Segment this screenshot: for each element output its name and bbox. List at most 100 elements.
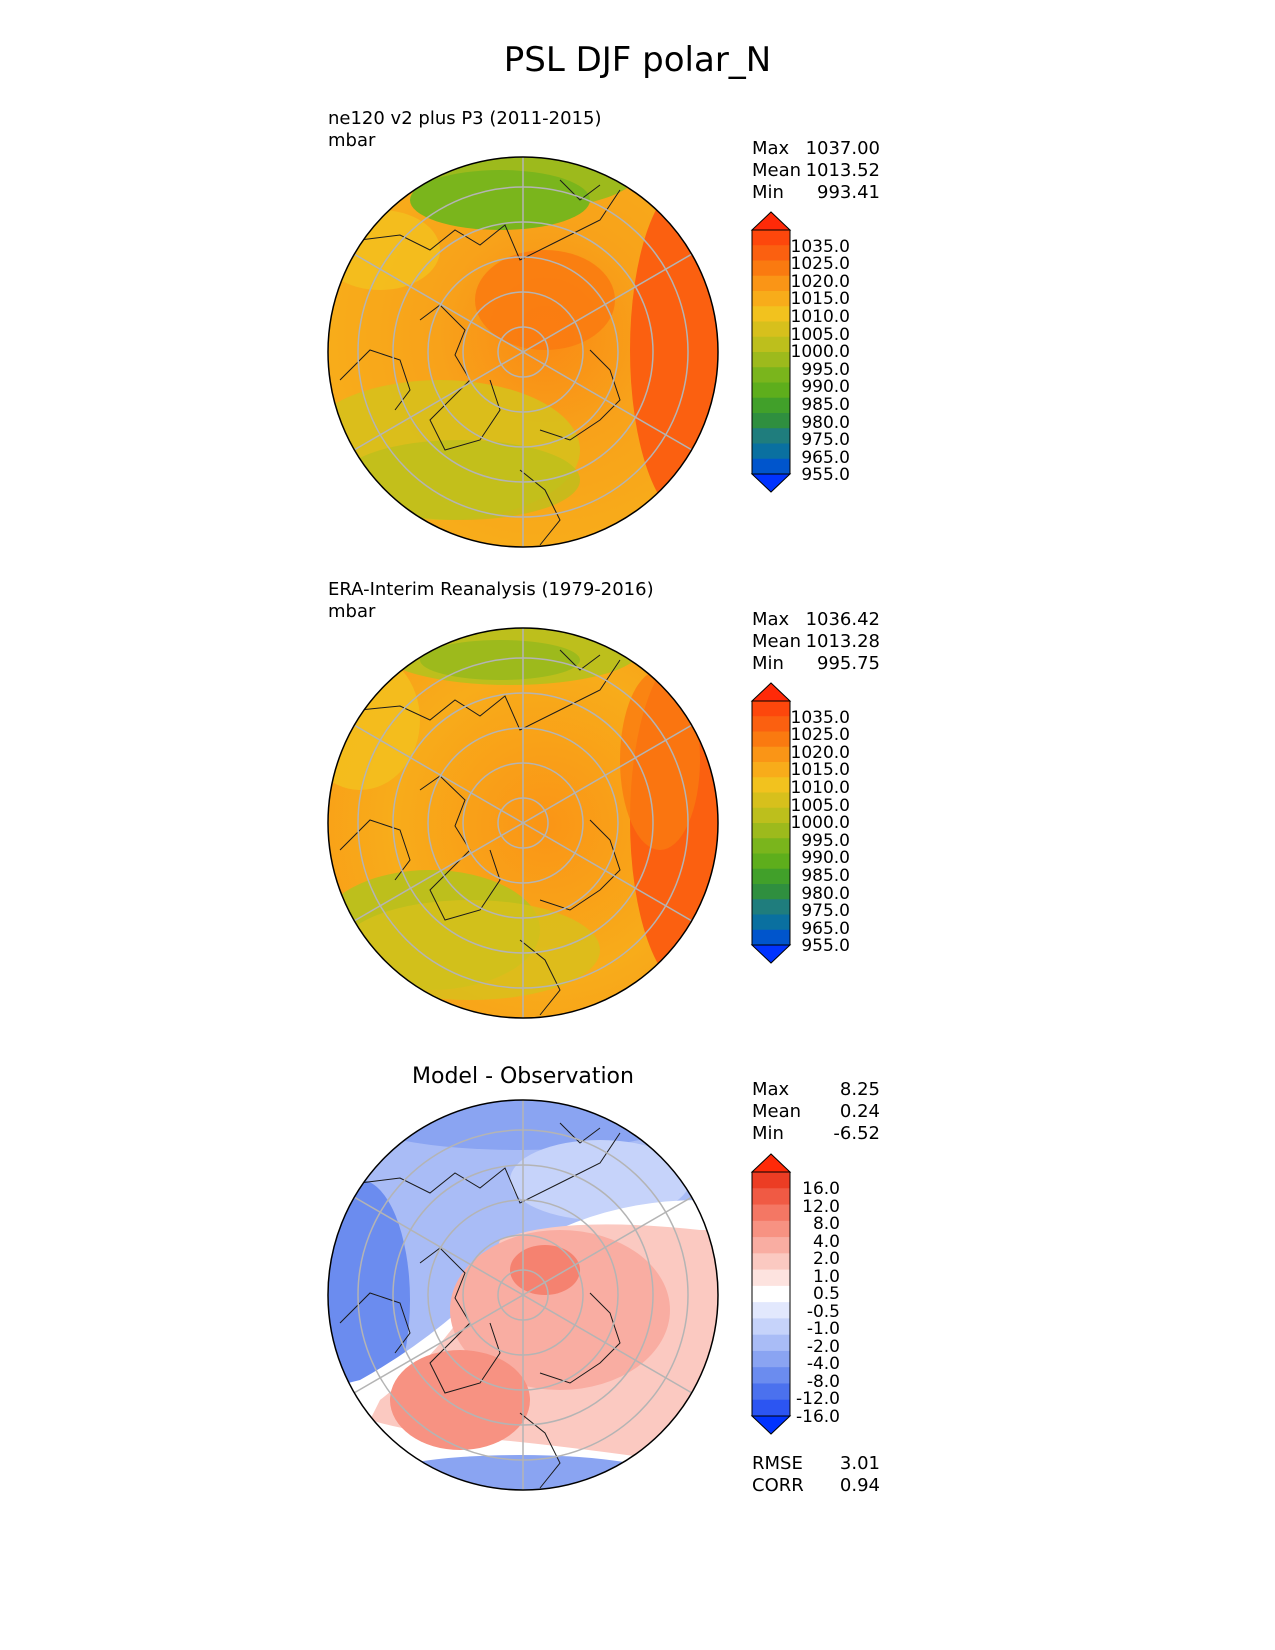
colorbar-tick-label: 1.0 <box>812 1266 840 1287</box>
colorbar-band <box>752 1172 790 1189</box>
colorbar-band <box>752 321 790 338</box>
colorbar-band <box>752 1253 790 1271</box>
colorbar-tick-label: 1035.0 <box>790 707 850 728</box>
colorbar-tick-label: 955.0 <box>801 465 850 486</box>
colorbar-max-extension <box>750 211 792 231</box>
field-neg-northeast <box>510 1140 690 1220</box>
field-low-north-core <box>410 170 590 230</box>
colorbar-tick-label: 0.5 <box>812 1284 840 1305</box>
colorbar-outline <box>751 229 791 475</box>
metric-label: RMSE <box>752 1453 803 1474</box>
colorbar-tick-label: 1020.0 <box>790 271 850 292</box>
colorbar-band <box>752 428 790 444</box>
colorbar-tick-label: 1025.0 <box>790 725 850 746</box>
colorbar-band <box>752 1302 790 1319</box>
colorbar-band <box>752 807 790 824</box>
panel2-colorbar <box>750 682 792 964</box>
stat-value: 1036.42 <box>805 609 880 630</box>
colorbar-band <box>752 306 790 322</box>
colorbar-tick-label: 1005.0 <box>790 795 850 816</box>
colorbar-band <box>752 1399 790 1417</box>
colorbar-band <box>752 762 790 778</box>
difference-map <box>327 1099 719 1491</box>
colorbar-tick-label: 975.0 <box>801 901 850 922</box>
field-neg-north <box>360 1100 680 1150</box>
colorbar-tick-label: 1010.0 <box>790 307 850 327</box>
colorbar-band <box>752 914 790 931</box>
stat-value: 995.75 <box>817 653 880 674</box>
colorbar-tick-label: 955.0 <box>801 936 850 957</box>
colorbar-band <box>752 1204 790 1222</box>
colorbar-min-extension <box>750 473 792 493</box>
colorbar-band <box>752 701 790 717</box>
panel1-units: mbar <box>328 130 376 151</box>
colorbar-band <box>752 275 790 292</box>
stat-value: 8.25 <box>839 1079 880 1100</box>
colorbar-tick-label: 990.0 <box>801 848 850 869</box>
colorbar-band <box>752 1318 790 1336</box>
colorbar-tick-label: 965.0 <box>801 447 850 468</box>
colorbar-band <box>752 853 790 870</box>
coastlines <box>339 179 621 546</box>
graticule <box>353 1100 693 1490</box>
colorbar-band <box>752 443 790 460</box>
colorbar-band <box>752 458 790 475</box>
field-neg-south <box>370 1455 670 1490</box>
colorbar-band <box>752 1367 790 1384</box>
colorbar-band <box>752 413 790 429</box>
panel2-units: mbar <box>328 601 376 622</box>
colorbar-tick-label: -4.0 <box>806 1354 840 1375</box>
colorbar-band <box>752 884 790 900</box>
colorbar-tick-label: 12.0 <box>802 1196 840 1217</box>
stat-label: Mean <box>752 160 802 181</box>
colorbar-band <box>752 291 790 307</box>
colorbar-tick-label: 16.0 <box>802 1179 840 1200</box>
colorbar-band <box>752 1269 790 1287</box>
panel3-metrics: RMSE 3.01 CORR 0.94 <box>752 1453 880 1497</box>
colorbar-tick-label: 8.0 <box>812 1214 840 1235</box>
colorbar-band <box>752 230 790 246</box>
colorbar-tick-label: 985.0 <box>801 394 850 415</box>
model-map <box>327 156 719 548</box>
colorbar-tick-label: 995.0 <box>801 830 850 851</box>
colorbar-max-extension <box>750 682 792 702</box>
colorbar-tick-label: 1000.0 <box>790 342 850 363</box>
map-border <box>327 627 719 1019</box>
colorbar-tick-label: -1.0 <box>806 1319 840 1340</box>
colorbar-band <box>752 1334 790 1352</box>
metric-label: CORR <box>752 1475 804 1496</box>
field-low-south-core <box>340 440 580 520</box>
field-pos-south <box>390 1350 530 1450</box>
panel3-stats: Max 8.25 Mean 0.24 Min -6.52 <box>752 1079 880 1145</box>
colorbar-band <box>752 1285 790 1303</box>
colorbar-tick-label: 1010.0 <box>790 778 850 798</box>
map-border <box>327 1099 719 1491</box>
stat-label: Max <box>752 1079 790 1100</box>
colorbar-tick-label: 1000.0 <box>790 813 850 834</box>
colorbar-band <box>752 899 790 915</box>
colorbar-band <box>752 260 790 277</box>
colorbar-tick-label: 995.0 <box>801 359 850 380</box>
panel1-title: ne120 v2 plus P3 (2011-2015) <box>328 108 602 129</box>
colorbar-band <box>752 1188 790 1206</box>
panel1-stats: Max 1037.00 Mean 1013.52 Min 993.41 <box>752 138 880 204</box>
colorbar-band <box>752 367 790 383</box>
panel2-stats: Max 1036.42 Mean 1013.28 Min 995.75 <box>752 609 880 675</box>
colorbar-band <box>752 1237 790 1254</box>
field-high-east <box>630 180 718 520</box>
colorbar-tick-label: -2.0 <box>806 1336 840 1357</box>
figure-title: PSL DJF polar_N <box>503 40 772 80</box>
colorbar-tick-label: 980.0 <box>801 412 850 433</box>
colorbar-tick-label: 965.0 <box>801 918 850 939</box>
stat-label: Min <box>752 653 784 674</box>
colorbar-band <box>752 868 790 885</box>
stat-label: Max <box>752 138 790 159</box>
colorbar-min-extension <box>750 1415 792 1435</box>
graticule <box>353 157 693 547</box>
colorbar-min-extension <box>750 944 792 964</box>
colorbar-band <box>752 929 790 946</box>
colorbar-tick-label: 1015.0 <box>790 760 850 781</box>
panel1-colorbar <box>750 211 792 493</box>
metric-value: 0.94 <box>839 1475 880 1496</box>
